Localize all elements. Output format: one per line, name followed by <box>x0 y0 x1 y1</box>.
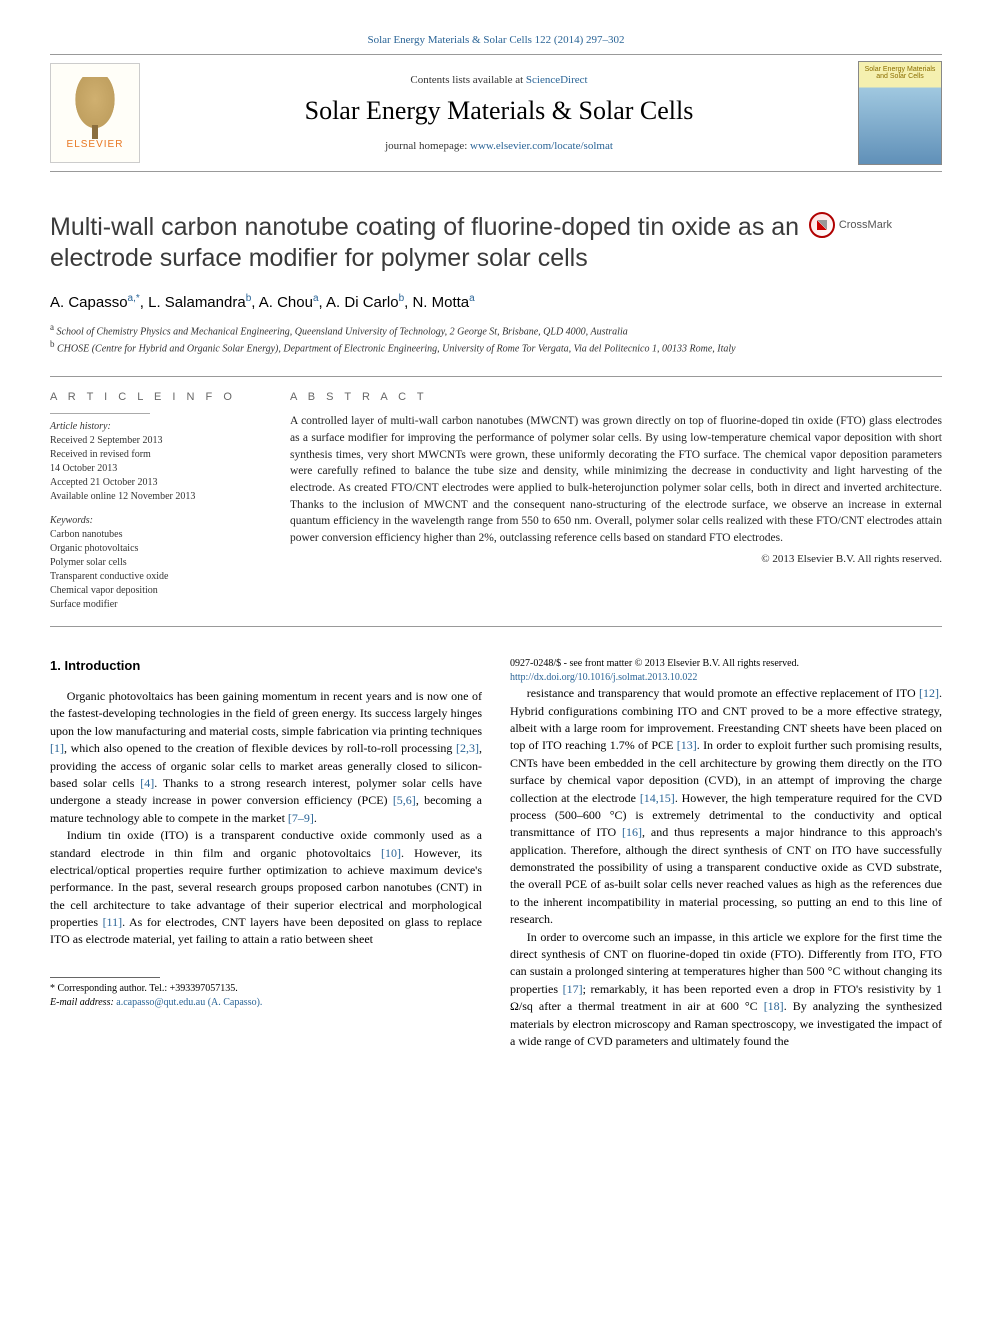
crossmark-icon <box>809 212 835 238</box>
elsevier-tree-icon <box>72 77 118 133</box>
doi-link[interactable]: http://dx.doi.org/10.1016/j.solmat.2013.… <box>510 672 697 683</box>
keyword: Transparent conductive oxide <box>50 571 169 582</box>
journal-title: Solar Energy Materials & Solar Cells <box>150 96 848 126</box>
footnotes: * Corresponding author. Tel.: +393397057… <box>50 982 482 1010</box>
contents-prefix: Contents lists available at <box>410 74 525 86</box>
contents-available: Contents lists available at ScienceDirec… <box>150 74 848 86</box>
affiliation-a: School of Chemistry Physics and Mechanic… <box>57 326 628 337</box>
journal-cover-thumbnail: Solar Energy Materials and Solar Cells <box>858 61 942 165</box>
keyword: Carbon nanotubes <box>50 529 123 540</box>
keyword: Organic photovoltaics <box>50 543 138 554</box>
copyright-footer: 0927-0248/$ - see front matter © 2013 El… <box>510 657 942 685</box>
keyword: Surface modifier <box>50 599 117 610</box>
author-list: A. Capassoa,*, L. Salamandrab, A. Choua,… <box>50 293 942 311</box>
abstract-block: A B S T R A C T A controlled layer of mu… <box>270 377 942 626</box>
publisher-logo: ELSEVIER <box>50 63 140 163</box>
journal-homepage: journal homepage: www.elsevier.com/locat… <box>150 140 848 152</box>
publisher-name: ELSEVIER <box>67 139 124 150</box>
body-paragraph: Indium tin oxide (ITO) is a transparent … <box>50 827 482 949</box>
journal-header: ELSEVIER Contents lists available at Sci… <box>50 54 942 172</box>
affiliation-b: CHOSE (Centre for Hybrid and Organic Sol… <box>57 344 736 355</box>
email-link[interactable]: a.capasso@qut.edu.au (A. Capasso). <box>116 997 262 1008</box>
history-received: Received 2 September 2013 <box>50 435 162 446</box>
article-body: 1. Introduction Organic photovoltaics ha… <box>50 657 942 1050</box>
history-label: Article history: <box>50 421 111 432</box>
abstract-text: A controlled layer of multi-wall carbon … <box>290 413 942 546</box>
keywords-label: Keywords: <box>50 515 93 526</box>
body-paragraph: Organic photovoltaics has been gaining m… <box>50 688 482 827</box>
corresponding-author: * Corresponding author. Tel.: +393397057… <box>50 982 482 996</box>
section-heading-intro: 1. Introduction <box>50 657 482 676</box>
article-info-label: A R T I C L E I N F O <box>50 391 254 403</box>
history-revised-1: Received in revised form <box>50 449 151 460</box>
abstract-copyright: © 2013 Elsevier B.V. All rights reserved… <box>290 553 942 565</box>
crossmark-label: CrossMark <box>839 219 892 231</box>
history-accepted: Accepted 21 October 2013 <box>50 477 157 488</box>
footer-line: 0927-0248/$ - see front matter © 2013 El… <box>510 657 942 671</box>
cover-text: Solar Energy Materials and Solar Cells <box>865 66 936 80</box>
sciencedirect-link[interactable]: ScienceDirect <box>526 74 588 86</box>
header-citation: Solar Energy Materials & Solar Cells 122… <box>50 34 942 46</box>
abstract-label: A B S T R A C T <box>290 391 942 403</box>
body-paragraph: In order to overcome such an impasse, in… <box>510 929 942 1051</box>
keyword: Chemical vapor deposition <box>50 585 158 596</box>
email-label: E-mail address: <box>50 997 116 1008</box>
article-info-block: A R T I C L E I N F O Article history: R… <box>50 377 270 626</box>
affiliations: a School of Chemistry Physics and Mechan… <box>50 321 942 357</box>
homepage-prefix: journal homepage: <box>385 140 470 152</box>
crossmark-badge[interactable]: CrossMark <box>809 212 892 238</box>
homepage-link[interactable]: www.elsevier.com/locate/solmat <box>470 140 613 152</box>
keyword: Polymer solar cells <box>50 557 127 568</box>
footnote-separator <box>50 977 160 978</box>
history-revised-2: 14 October 2013 <box>50 463 117 474</box>
body-paragraph: resistance and transparency that would p… <box>510 685 942 928</box>
history-online: Available online 12 November 2013 <box>50 491 195 502</box>
